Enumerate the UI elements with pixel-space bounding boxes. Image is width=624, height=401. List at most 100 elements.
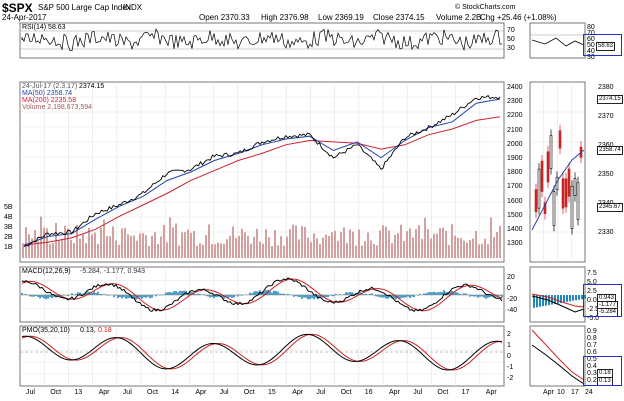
price-tick-label: 1800 [507,169,523,177]
volume-bar [139,233,141,258]
volume-bar [88,227,90,258]
volume-bar [193,231,195,258]
ma50-legend: MA(50) 2358.74 [22,90,73,97]
volume-bar [361,245,363,258]
volume-bar [325,234,327,258]
volume-bar [136,240,138,258]
price-tick-label: 1600 [507,197,523,205]
volume-bar [103,219,105,258]
volume-bar [322,237,324,258]
volume-bar [436,233,438,258]
volume-bar [364,241,366,258]
volume-bar [256,228,258,258]
side-ma50-line [531,149,585,231]
pmo-signal-line [21,333,503,371]
x-axis-label: Oct [243,389,255,396]
side-pmo-panel [529,325,586,387]
volume-bar [46,228,48,258]
side-x-axis-label: 17 [571,389,579,396]
volume-bar [460,238,462,258]
pmo-tick-label: 0 [507,353,511,360]
side-price-tick-label: 2370 [598,113,614,120]
side-macd-hist [581,295,583,300]
side-macd-tick-label: 0.0 [587,297,597,304]
side-candle [576,182,580,220]
volume-bar [421,239,423,258]
volume-bar [286,236,288,258]
volume-bar [133,235,135,258]
side-macd-hist [536,295,538,308]
volume-bar [382,225,384,258]
macd-tick-label: 20 [507,274,515,281]
side-macd-hist [533,295,535,308]
side-price-tick-label: 2360 [598,142,614,150]
volume-bar [427,229,429,258]
side-x-axis-label: 10 [557,389,565,396]
volume-bar [328,235,330,258]
volume-bar [439,228,441,258]
volume-bar [121,228,123,258]
volume-bar [433,233,435,258]
side-macd-hist [578,295,580,300]
macd-tick-label: -20 [507,296,518,303]
volume-bar [262,243,264,258]
volume-bar [127,234,129,258]
volume-bar [259,241,261,258]
volume-bar [229,235,231,258]
volume-bar [22,243,24,258]
quote-low: Low 2369.19 [318,13,364,22]
x-axis-label: Apr [389,389,400,396]
side-macd-tick-label: 5.0 [587,279,597,286]
rsi-tick-label: 70 [507,27,515,34]
volume-bar [292,224,294,258]
volume-bar [487,244,489,258]
volume-bar [109,236,111,258]
volume-bar [181,232,183,258]
volume-bar [280,236,282,258]
side-rsi-line [531,37,585,47]
volume-bar [85,243,87,258]
x-axis-label: Apr [195,389,207,396]
volume-bar [406,231,408,258]
side-pmo-tick-label: 0.6 [587,349,597,356]
side-pmo-line [531,344,585,385]
side-candle [558,130,562,149]
macd-values: -5.284, -1.177, 0.943 [80,268,145,275]
volume-bar [430,238,432,258]
x-axis-label: Jul [26,389,35,396]
volume-bar [25,227,27,258]
volume-tick-label: 1B [4,244,13,251]
volume-bar [355,245,357,258]
volume-bar [337,240,339,258]
volume-bar [82,233,84,258]
x-axis-label: 13 [74,389,83,396]
volume-bar [472,238,474,258]
volume-bar [385,226,387,258]
volume-bar [205,235,207,258]
volume-bar [445,230,447,258]
volume-bar [226,239,228,258]
rsi-line [21,28,503,52]
volume-bar [310,242,312,258]
volume-bar [223,243,225,258]
volume-bar [163,224,165,258]
volume-bar [79,238,81,258]
side-macd-tick-label: -5.0 [587,315,600,322]
x-axis-label: Jul [316,389,326,396]
volume-bar [316,238,318,258]
volume-bar [307,237,309,258]
quote-volume: Volume 2.2B [436,13,482,22]
side-macd-hist [566,295,568,302]
price-tick-label: 1700 [507,183,523,191]
volume-bar [478,244,480,258]
credit: © StockCharts.com [455,4,516,11]
price-line [23,94,501,247]
volume-bar [214,244,216,258]
volume-bar [466,242,468,258]
macd-tick-label: -40 [507,307,518,314]
volume-bar [448,245,450,258]
quote-date: 24-Apr-2017 [2,13,47,22]
price-tick-label: 1500 [507,211,523,219]
side-macd-tick-label: 7.5 [587,270,597,277]
